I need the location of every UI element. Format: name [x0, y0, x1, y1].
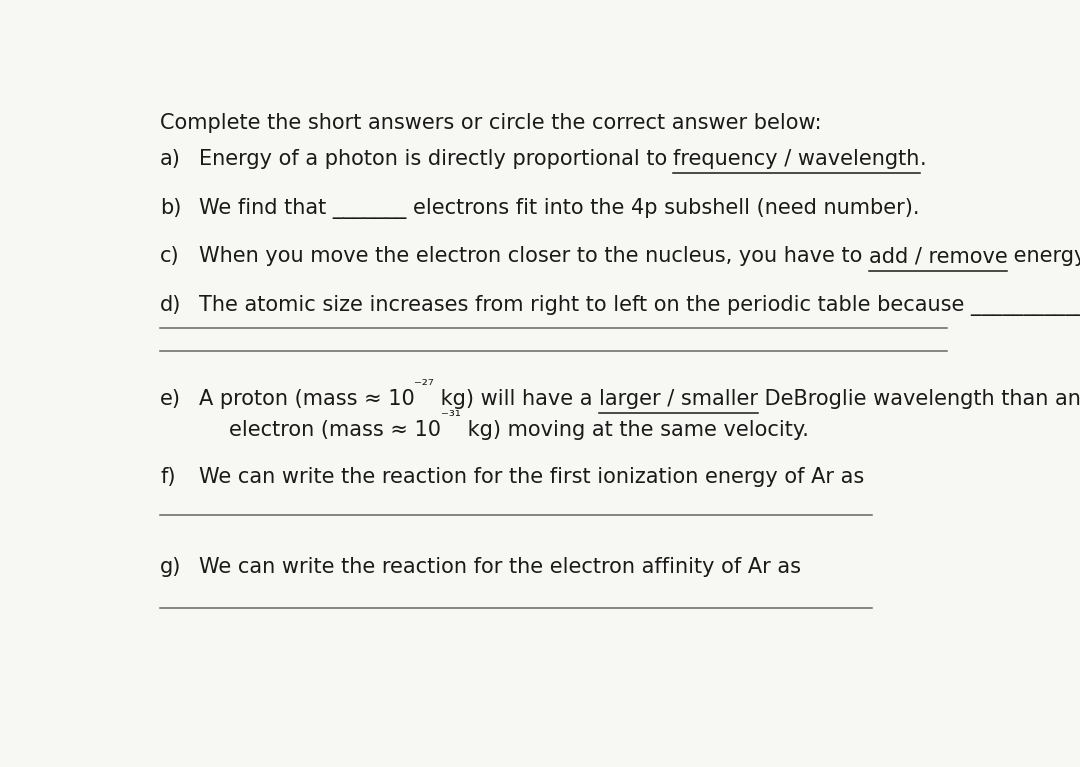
Text: We can write the reaction for the first ionization energy of Ar as: We can write the reaction for the first …	[199, 466, 864, 486]
Text: f): f)	[160, 466, 176, 486]
Text: frequency / wavelength: frequency / wavelength	[674, 149, 920, 169]
Text: DeBroglie wavelength than an: DeBroglie wavelength than an	[758, 389, 1080, 409]
Text: .: .	[920, 149, 927, 169]
Text: When you move the electron closer to the nucleus, you have to: When you move the electron closer to the…	[199, 246, 868, 266]
Text: ⁻²⁷: ⁻²⁷	[415, 378, 434, 393]
Text: The atomic size increases from right to left on the periodic table because _____: The atomic size increases from right to …	[199, 295, 1080, 316]
Text: c): c)	[160, 246, 179, 266]
Text: kg) will have a: kg) will have a	[434, 389, 599, 409]
Text: b): b)	[160, 198, 181, 218]
Text: a): a)	[160, 149, 181, 169]
Text: energy.: energy.	[1008, 246, 1080, 266]
Text: d): d)	[160, 295, 181, 315]
Text: g): g)	[160, 558, 181, 578]
Text: e): e)	[160, 389, 181, 409]
Text: add / remove: add / remove	[868, 246, 1008, 266]
Text: ⁻³¹: ⁻³¹	[441, 410, 460, 424]
Text: We can write the reaction for the electron affinity of Ar as: We can write the reaction for the electr…	[199, 558, 800, 578]
Text: Complete the short answers or circle the correct answer below:: Complete the short answers or circle the…	[160, 113, 822, 133]
Text: kg) moving at the same velocity.: kg) moving at the same velocity.	[460, 420, 809, 440]
Text: larger / smaller: larger / smaller	[599, 389, 758, 409]
Text: We find that _______ electrons fit into the 4p subshell (need number).: We find that _______ electrons fit into …	[199, 198, 919, 219]
Text: Energy of a photon is directly proportional to: Energy of a photon is directly proportio…	[199, 149, 674, 169]
Text: A proton (mass ≈ 10: A proton (mass ≈ 10	[199, 389, 415, 409]
Text: electron (mass ≈ 10: electron (mass ≈ 10	[229, 420, 441, 440]
